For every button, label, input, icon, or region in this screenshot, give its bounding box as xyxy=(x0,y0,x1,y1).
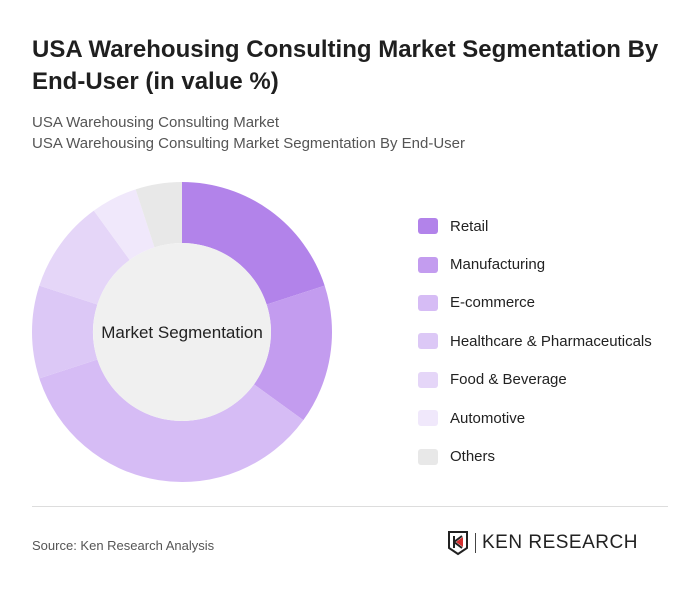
legend-item: Automotive xyxy=(418,399,652,437)
legend-label: Automotive xyxy=(450,409,526,427)
ken-logo-icon xyxy=(448,531,468,556)
donut-slice-retail xyxy=(182,182,325,305)
legend-swatch xyxy=(418,371,438,388)
donut-slice-food-beverage xyxy=(39,210,130,305)
legend-item: Manufacturing xyxy=(418,245,652,283)
logo-separator xyxy=(475,533,476,553)
source-note: Source: Ken Research Analysis xyxy=(32,538,215,553)
legend-item: Retail xyxy=(418,207,652,245)
divider xyxy=(32,506,668,507)
legend-swatch xyxy=(418,218,438,235)
subtitle-market: USA Warehousing Consulting Market xyxy=(32,114,280,131)
legend-item: Healthcare & Pharmaceuticals xyxy=(418,322,652,360)
legend: Retail Manufacturing E-commerce Healthcare … xyxy=(418,207,652,476)
donut-slice-e-commerce xyxy=(39,359,304,482)
legend-label: Healthcare & Pharmaceuticals xyxy=(450,332,652,350)
donut-center xyxy=(93,243,271,421)
legend-label: E-commerce xyxy=(450,294,536,312)
legend-label: Food & Beverage xyxy=(450,371,567,389)
legend-item: Food & Beverage xyxy=(418,361,652,399)
legend-swatch xyxy=(418,333,438,350)
logo-text: KEN RESEARCH xyxy=(482,532,638,553)
legend-swatch xyxy=(418,256,438,273)
legend-item: E-commerce xyxy=(418,284,652,322)
legend-label: Retail xyxy=(450,217,489,235)
legend-item: Others xyxy=(418,437,652,475)
legend-swatch xyxy=(418,294,438,311)
legend-label: Others xyxy=(450,448,496,466)
center-label: Market Segmentation xyxy=(101,323,263,342)
donut-chart: Market Segmentation xyxy=(32,182,332,482)
ken-research-logo: KEN RESEARCH xyxy=(447,530,638,556)
legend-label: Manufacturing xyxy=(450,256,546,274)
donut-slice-automotive xyxy=(93,189,155,260)
chart-title: USA Warehousing Consulting Market Segmen… xyxy=(32,36,659,95)
subtitle-segmentation: USA Warehousing Consulting Market Segmen… xyxy=(32,135,465,152)
donut-slice-manufacturing xyxy=(254,285,332,421)
legend-swatch xyxy=(418,448,438,465)
donut-slice-others xyxy=(135,182,182,248)
donut-slice-healthcare-pharmaceuticals xyxy=(32,285,98,379)
legend-swatch xyxy=(418,410,438,427)
